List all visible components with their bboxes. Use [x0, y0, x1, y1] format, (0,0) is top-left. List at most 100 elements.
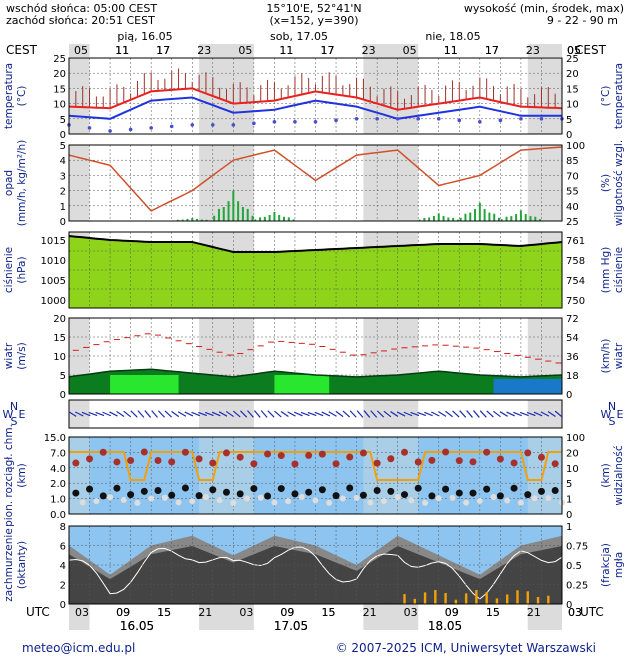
cloud-tick-right: 1: [566, 522, 572, 533]
cloud-base-high-point: [537, 453, 545, 461]
wind-arrow: [294, 411, 303, 417]
precip-tick-right: 25: [566, 217, 579, 228]
wind-arrow: [486, 410, 494, 418]
dewpoint-point: [478, 120, 482, 124]
cloud-base-point: [401, 491, 409, 499]
altitude-label: wysokość (min, środek, max): [464, 2, 624, 15]
wind-arrow: [519, 411, 529, 417]
vis-tick-left: 1.0: [50, 495, 66, 506]
cloud-base-point: [537, 487, 545, 495]
bottom-hour-text: 03: [568, 606, 582, 619]
cloud-base-point: [469, 489, 477, 497]
date-label-2: 17.05: [274, 619, 308, 633]
visibility-line: [69, 451, 562, 481]
wind-tick-right: 72: [566, 314, 579, 325]
cloud-base-high-point: [387, 455, 395, 463]
cloud-base-low-point: [202, 494, 209, 501]
temp-label-left: temperatura: [3, 63, 15, 129]
precip-bar: [263, 216, 266, 221]
precip-bar: [287, 217, 290, 221]
bottom-hour-label: 09: [280, 606, 294, 619]
precip-label-right: (%): [600, 174, 612, 192]
cloud-base-low-point: [380, 498, 387, 505]
cloud-base-point: [387, 487, 395, 495]
cloud-base-point: [524, 491, 532, 499]
precip-bar: [186, 219, 189, 221]
cloud-base-low-point: [408, 497, 415, 504]
wind-tick-left: 20: [53, 314, 66, 325]
wind-arrow: [349, 410, 357, 418]
precip-tick-left: 2: [60, 187, 66, 198]
cloud-base-high-point: [551, 460, 559, 468]
dewpoint-point: [498, 118, 503, 123]
cloud-tick-left: 8: [60, 522, 66, 533]
cloud-base-high-point: [414, 458, 422, 466]
bottom-night-2: [363, 604, 419, 630]
wind-arrow: [499, 411, 508, 417]
top-hour-label: 11: [279, 44, 293, 57]
vis-label-left: (km): [16, 463, 28, 488]
precip-bar: [254, 219, 257, 221]
wind-arrow: [526, 411, 536, 417]
wind-arrow: [314, 411, 324, 417]
precip-bar: [529, 216, 532, 221]
pres-tick-left: 1010: [41, 256, 66, 267]
bottom-hour-text: 09: [280, 606, 294, 619]
pres-tick-right: 754: [566, 276, 585, 287]
cloud-label-right: mgła: [613, 552, 625, 578]
vis-label-left: pion. rozciągł. chm.: [3, 424, 15, 527]
pres-label-right: ciśnienie: [613, 247, 625, 293]
wind-tick-right: 54: [566, 333, 579, 344]
precip-bar: [222, 207, 225, 221]
vis-tick-left: 15.0: [44, 433, 66, 444]
fog-bar: [547, 595, 550, 604]
cloud-base-low-point: [189, 498, 196, 505]
wind-arrow: [376, 410, 385, 418]
cloud-base-low-point: [531, 495, 538, 502]
pres-tick-right: 750: [566, 296, 585, 307]
temp-tick-left: 20: [53, 69, 66, 80]
cloud-base-low-point: [476, 497, 483, 504]
wind-arrow: [445, 410, 453, 418]
top-hour-text: 17: [321, 44, 335, 57]
wind-tick-left: 10: [53, 352, 66, 363]
cloud-base-low-point: [257, 494, 264, 501]
bottom-hour-text: 21: [198, 606, 212, 619]
wind-arrow: [547, 410, 556, 418]
top-hour-text: 17: [485, 44, 499, 57]
vis-tick-right: 10: [566, 464, 579, 475]
precip-bar: [519, 210, 522, 221]
cloud-base-point: [318, 486, 326, 494]
temp-tick-right: 5: [566, 115, 572, 126]
top-hour-text: 11: [115, 44, 129, 57]
cloud-base-point: [442, 485, 450, 493]
date-label-1: 16.05: [120, 619, 154, 633]
vis-label-right: widzialność: [613, 445, 625, 505]
precip-frame: [68, 144, 563, 222]
pres-tick-left: 1015: [41, 236, 66, 247]
compass-left-compass_s: S: [11, 415, 18, 428]
wind-arrow: [211, 411, 221, 417]
dewpoint-point: [354, 117, 359, 121]
wind-arrow: [157, 410, 165, 418]
cloud-label-left: (oktanty): [16, 541, 28, 589]
temp-tick-left: 5: [60, 115, 66, 126]
precip-bar: [505, 216, 508, 221]
wind-arrow: [88, 411, 98, 417]
precip-bar: [259, 217, 262, 221]
vis-tick-left: 4.0: [50, 464, 66, 475]
footer-email[interactable]: meteo@icm.edu.pl: [22, 641, 135, 655]
precip-bar: [524, 214, 527, 221]
cloud-base-point: [483, 485, 491, 493]
cloud-base-high-point: [428, 456, 436, 464]
dewpoint-point: [519, 117, 523, 121]
compass-left-compass_n: N: [10, 400, 18, 413]
wind-arrow: [198, 411, 207, 417]
cloud-base-low-point: [394, 494, 401, 501]
dewpoint-point: [375, 117, 379, 121]
wind-arrow: [479, 410, 487, 418]
wind-light-band: [110, 375, 179, 394]
cloud-base-high-point: [168, 458, 176, 466]
bottom-hour-text: 15: [322, 606, 336, 619]
zone-label-left: CEST: [6, 43, 38, 57]
